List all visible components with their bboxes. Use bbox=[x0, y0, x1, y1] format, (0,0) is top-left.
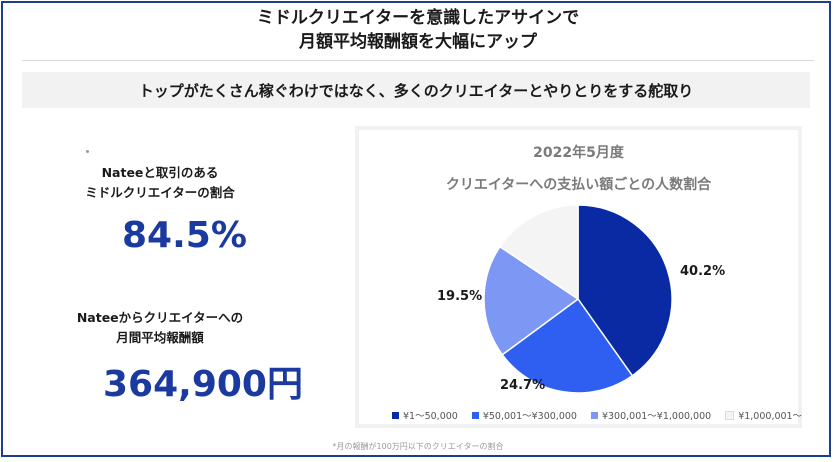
legend-swatch-1 bbox=[471, 411, 479, 419]
banner-text: トップがたくさん稼ぐわけではなく、多くのクリエイターとやりとりをする舵取り bbox=[138, 81, 694, 100]
avg-label-line2: 月間平均報酬額 bbox=[116, 330, 204, 345]
pct-label-2: 19.5% bbox=[437, 289, 483, 304]
pie-slice-0 bbox=[577, 204, 673, 377]
avg-label: Nateeからクリエイターへの 月間平均報酬額 bbox=[60, 308, 260, 348]
avg-value: 364,900円 bbox=[103, 364, 303, 405]
bullet-dot bbox=[86, 150, 89, 153]
pct-label-1: 24.7% bbox=[500, 378, 546, 393]
legend-swatch-0 bbox=[392, 411, 399, 419]
title-line-2: 月額平均報酬額を大幅にアップ bbox=[299, 32, 537, 52]
slide-title: ミドルクリエイターを意識したアサインで 月額平均報酬額を大幅にアップ bbox=[0, 6, 836, 54]
legend-label-2: ¥300,001～¥1,000,000 bbox=[601, 411, 712, 422]
legend-item-0: ¥1～50,000 bbox=[392, 408, 458, 422]
avg-label-line1: Nateeからクリエイターへの bbox=[76, 310, 244, 325]
legend-item-1: ¥50,001～¥300,000 bbox=[471, 408, 577, 422]
footnote: *月の報酬が100万円以下のクリエイターの割合 bbox=[332, 442, 504, 451]
pie-slice-3 bbox=[498, 204, 579, 301]
legend-item-3: ¥1,000,001～ bbox=[725, 408, 802, 422]
ratio-label: Nateeと取引のある ミドルクリエイターの割合 bbox=[60, 163, 260, 203]
legend-swatch-2 bbox=[590, 411, 598, 419]
legend-label-0: ¥1～50,000 bbox=[403, 411, 458, 422]
chart-title: 2022年5月度 bbox=[533, 145, 624, 161]
ratio-label-line2: ミドルクリエイターの割合 bbox=[85, 185, 235, 200]
legend-label-1: ¥50,001～¥300,000 bbox=[482, 411, 577, 422]
message-banner: トップがたくさん稼ぐわけではなく、多くのクリエイターとやりとりをする舵取り bbox=[22, 72, 810, 108]
title-line-1: ミドルクリエイターを意識したアサインで bbox=[256, 8, 580, 28]
title-divider bbox=[22, 60, 814, 61]
legend-label-3: ¥1,000,001～ bbox=[738, 411, 803, 422]
chart-legend: ¥1～50,000 ¥50,001～¥300,000 ¥300,001～¥1,0… bbox=[392, 408, 802, 422]
pie-slice-2 bbox=[483, 245, 580, 356]
chart-subtitle: クリエイターへの支払い額ごとの人数割合 bbox=[445, 177, 712, 193]
ratio-value: 84.5% bbox=[122, 215, 247, 256]
ratio-label-line1: Nateeと取引のある bbox=[101, 165, 219, 180]
pie-slice-1 bbox=[501, 297, 634, 394]
legend-item-2: ¥300,001～¥1,000,000 bbox=[590, 408, 712, 422]
pct-label-0: 40.2% bbox=[680, 264, 726, 279]
chart-title-block: 2022年5月度 クリエイターへの支払い額ごとの人数割合 bbox=[355, 142, 802, 194]
legend-swatch-3 bbox=[725, 410, 735, 420]
